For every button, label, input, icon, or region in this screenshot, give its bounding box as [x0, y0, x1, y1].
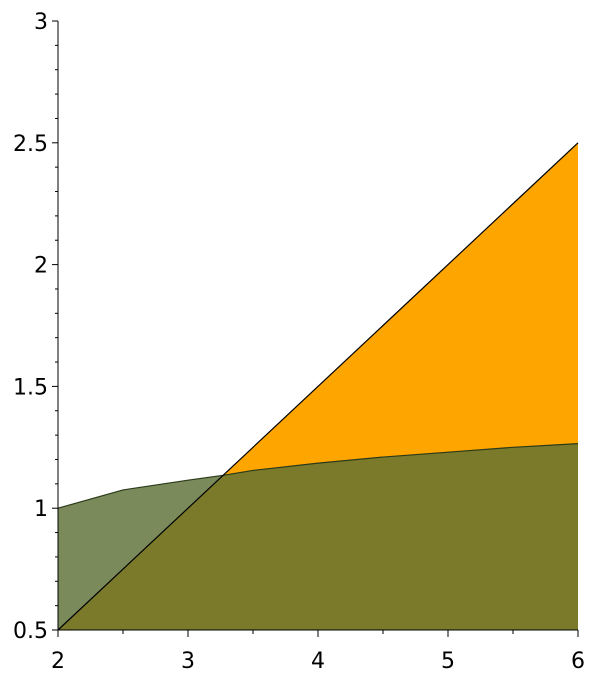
y-tick-label: 1: [34, 497, 48, 522]
y-tick-label: 3: [34, 10, 48, 35]
y-tick-label: 2.5: [13, 132, 48, 157]
overlap-area: [58, 443, 578, 630]
axes: 2 3 4 5 6 0.5 1 1.5 2 2.5 3: [13, 10, 585, 674]
x-tick-label: 3: [181, 649, 195, 674]
y-tick-label: 0.5: [13, 619, 48, 644]
y-tick-label: 2: [34, 254, 48, 279]
y-tick-label: 1.5: [13, 375, 48, 400]
x-tick-label: 2: [51, 649, 65, 674]
plot-lines: [57, 142, 579, 631]
series-1-line: [57, 443, 579, 509]
x-tick-label: 4: [311, 649, 325, 674]
x-tick-label: 5: [441, 649, 455, 674]
x-tick-label: 6: [571, 649, 585, 674]
series-2-line: [57, 142, 579, 631]
